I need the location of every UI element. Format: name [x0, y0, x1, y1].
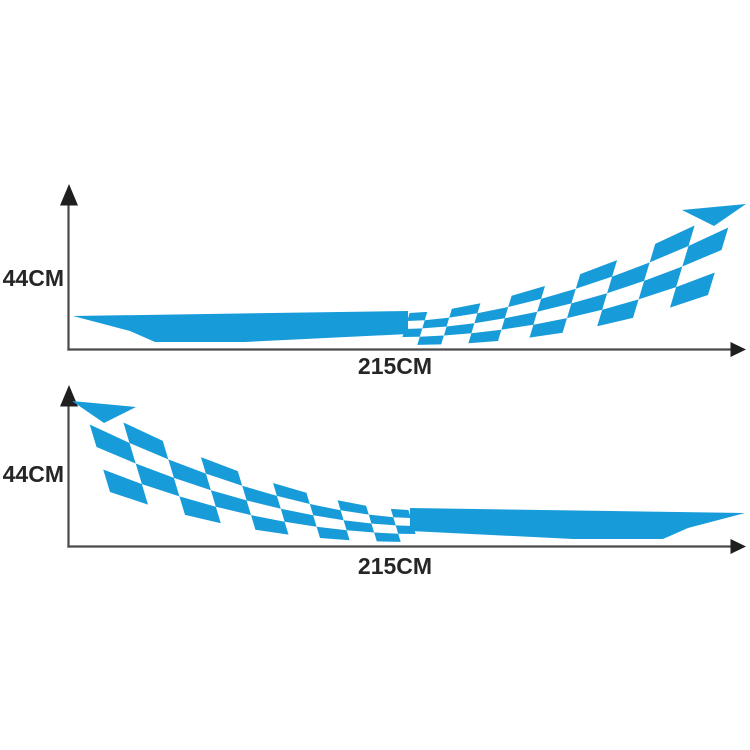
decal-shape — [242, 485, 281, 509]
decal-shape — [508, 286, 545, 307]
decal-shape — [682, 227, 729, 267]
decal-shape — [179, 496, 221, 524]
height-dimension-label: 44CM — [2, 265, 64, 291]
width-dimension-label: 215CM — [357, 553, 433, 579]
decal-shape — [501, 311, 538, 330]
decal-shape — [135, 463, 180, 497]
decal-shape — [575, 260, 618, 289]
right-arrow-icon — [730, 539, 746, 554]
decal-shape — [537, 288, 576, 312]
up-arrow-icon — [60, 184, 78, 206]
up-arrow-icon — [60, 385, 78, 407]
decal-shape — [343, 520, 375, 533]
decal-shape — [597, 299, 639, 327]
decal-shape — [649, 225, 695, 263]
decal-shape — [103, 469, 148, 505]
width-dimension-label: 215CM — [357, 353, 433, 379]
decal-shape — [449, 303, 481, 318]
decal-shape — [422, 317, 450, 329]
decal-shape — [368, 514, 396, 526]
decal-shape — [390, 508, 411, 518]
decal-shape — [567, 293, 608, 319]
decal-shape — [123, 422, 169, 460]
decal-shape — [168, 459, 211, 491]
decal-shape — [417, 335, 444, 345]
decal-shape — [89, 424, 136, 464]
diagram-top — [60, 184, 746, 357]
checkered-stripe-decal-mirrored — [72, 401, 745, 542]
decal-shape — [407, 311, 428, 321]
decal-shape — [309, 504, 344, 521]
decal-shape — [374, 532, 401, 542]
decal-shape — [280, 508, 317, 527]
checkered-stripe-decal — [73, 204, 746, 345]
decal-shape — [273, 483, 310, 504]
decal-shape — [337, 500, 369, 515]
decal-shape — [402, 328, 423, 337]
decal-shape — [72, 401, 136, 423]
decal-shape — [210, 490, 251, 516]
decal-shape — [638, 266, 683, 300]
decal-shape — [395, 525, 416, 534]
decal-shape — [316, 526, 350, 541]
decal-shape — [682, 204, 746, 226]
decal-shape — [200, 457, 243, 486]
diagram-bottom — [60, 385, 746, 554]
decal-shape — [474, 307, 509, 324]
decal-shape — [607, 262, 650, 294]
decal-shape — [251, 515, 289, 535]
decal-shape — [73, 311, 408, 342]
decal-shape — [443, 323, 475, 336]
decal-shape — [468, 329, 502, 344]
decal-shape — [529, 318, 567, 338]
decal-shape — [410, 508, 745, 539]
decal-shape — [670, 272, 715, 308]
height-dimension-label: 44CM — [2, 461, 64, 487]
right-arrow-icon — [730, 342, 746, 357]
